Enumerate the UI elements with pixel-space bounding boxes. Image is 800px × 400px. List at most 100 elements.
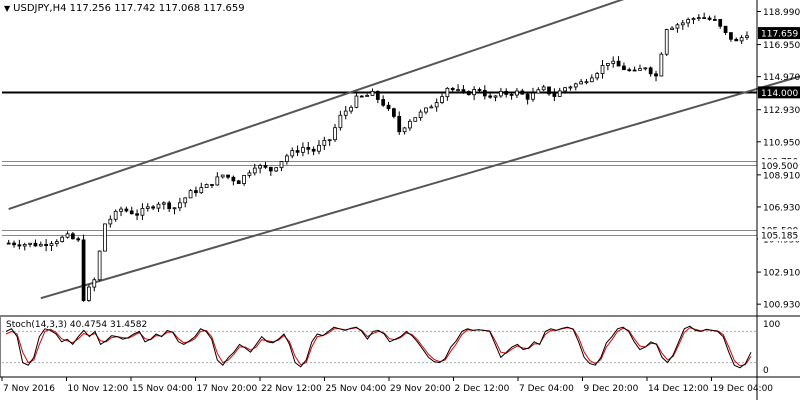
candle-body <box>290 150 295 157</box>
candle-body <box>723 25 728 33</box>
candle-body <box>22 243 27 247</box>
collapse-triangle-icon[interactable]: ▼ <box>4 4 11 13</box>
current-price-tag: 117.659 <box>761 30 798 40</box>
candle-body <box>359 95 364 98</box>
candle-body <box>183 197 188 204</box>
candle-body <box>54 241 59 245</box>
x-tick-label: 14 Dec 12:00 <box>648 384 709 394</box>
candle-body <box>306 147 311 150</box>
candle-body <box>745 35 749 39</box>
candle-body <box>151 206 155 209</box>
candle-body <box>664 29 669 55</box>
candle-body <box>92 279 97 288</box>
candle-body <box>279 161 284 169</box>
candle-body <box>547 86 551 95</box>
candle-body <box>76 238 81 241</box>
candle-body <box>595 73 600 79</box>
y-tick-label: 114.970 <box>763 73 800 83</box>
candle-body <box>488 95 493 98</box>
candle-body <box>632 69 637 72</box>
candle-body <box>434 102 439 108</box>
y-tick-label: 118.990 <box>763 8 800 18</box>
x-tick-label: 9 Dec 20:00 <box>584 384 639 394</box>
low-value: 117.068 <box>158 3 201 14</box>
close-value: 117.659 <box>203 3 245 14</box>
candle-body <box>263 165 268 168</box>
candle-body <box>172 207 177 210</box>
candle-body <box>274 167 279 172</box>
candle-body <box>252 167 257 174</box>
stoch-main-line <box>5 325 752 369</box>
candle-body <box>295 150 300 153</box>
candle-body <box>156 203 161 209</box>
candle-body <box>648 67 653 75</box>
candle-body <box>268 166 273 172</box>
candle-body <box>49 243 54 247</box>
x-tick-label: 15 Nov 04:00 <box>132 384 193 394</box>
candle-body <box>482 89 487 97</box>
candle-body <box>381 99 386 106</box>
x-tick-label: 17 Nov 20:00 <box>197 384 258 394</box>
candle-body <box>584 81 589 84</box>
candle-body <box>675 24 680 29</box>
y-tick-label: 106.930 <box>763 203 800 213</box>
candle-body <box>194 190 198 194</box>
candle-body <box>231 176 236 182</box>
trend-channel <box>8 0 800 300</box>
candle-body <box>696 17 701 19</box>
candle-body <box>167 202 172 210</box>
candle-body <box>418 111 423 119</box>
candle-body <box>129 210 134 215</box>
candle-body <box>81 239 86 301</box>
candle-body <box>713 19 717 21</box>
candle-body <box>386 104 391 110</box>
y-tick-label: 108.910 <box>763 171 800 181</box>
candle-body <box>525 93 530 100</box>
y-tick-label: 102.910 <box>763 269 800 279</box>
candle-body <box>408 120 412 129</box>
candles <box>6 12 749 302</box>
candle-body <box>327 139 332 142</box>
candle-body <box>220 174 225 178</box>
x-tick-label: 25 Nov 04:00 <box>326 384 387 394</box>
candle-body <box>322 139 327 146</box>
candle-body <box>622 65 626 71</box>
current-price-tag-box <box>758 27 800 40</box>
candle-body <box>71 233 75 240</box>
channel-lower-line <box>40 75 800 300</box>
candle-body <box>375 90 380 100</box>
candle-body <box>541 86 546 91</box>
level-tag-109-500: 109.500 <box>761 162 798 172</box>
x-tick-label: 29 Nov 20:00 <box>390 384 451 394</box>
candle-body <box>188 190 193 199</box>
candle-body <box>204 184 209 189</box>
candle-body <box>461 89 466 92</box>
candle-body <box>504 90 509 95</box>
candle-body <box>247 172 252 176</box>
symbol-label: USDJPY,H4 <box>13 3 67 14</box>
candle-body <box>445 87 450 98</box>
candle-body <box>472 89 476 96</box>
candle-body <box>659 53 664 77</box>
candle-body <box>493 95 498 98</box>
candle-body <box>734 38 739 42</box>
candle-body <box>365 95 369 97</box>
candle-body <box>702 17 707 19</box>
level-tag-109-500-box <box>758 159 800 172</box>
candle-body <box>552 93 557 97</box>
price-tags: 114.000109.750109.500105.500105.185117.6… <box>758 27 800 242</box>
candle-body <box>285 155 289 162</box>
candle-body <box>707 17 712 20</box>
x-tick-label: 2 Dec 12:00 <box>455 384 510 394</box>
open-value: 117.256 <box>69 3 111 14</box>
candle-body <box>140 208 145 216</box>
candle-body <box>210 184 214 186</box>
candle-body <box>589 77 594 83</box>
candle-body <box>691 18 696 20</box>
level-tag-105-185-box <box>758 229 800 242</box>
stochastic-panel: 100 0 <box>2 320 780 376</box>
candle-body <box>573 83 578 88</box>
candle-body <box>343 110 348 116</box>
candle-body <box>520 90 525 95</box>
